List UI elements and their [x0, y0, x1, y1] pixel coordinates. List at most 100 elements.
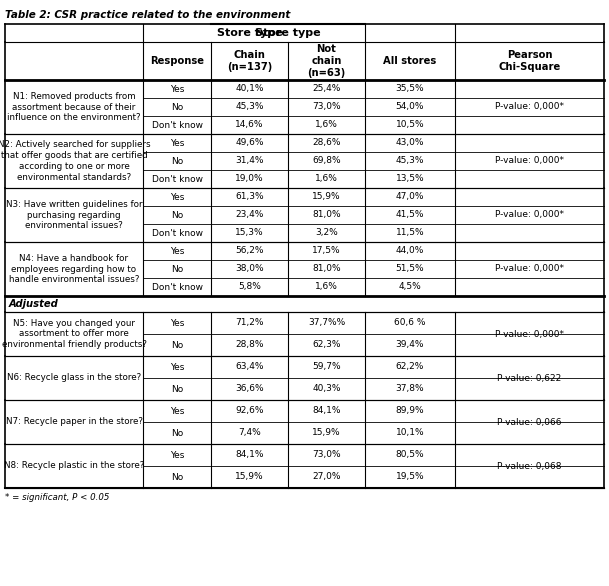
- Text: 10,5%: 10,5%: [396, 121, 424, 130]
- Text: 13,5%: 13,5%: [396, 175, 424, 183]
- Text: No: No: [171, 103, 183, 111]
- Text: 7,4%: 7,4%: [238, 428, 261, 438]
- Text: No: No: [171, 384, 183, 394]
- Text: 60,6 %: 60,6 %: [394, 319, 426, 328]
- Text: 51,5%: 51,5%: [396, 264, 424, 274]
- Text: N5: Have you changed your
assortment to offer more
environmental friendly produc: N5: Have you changed your assortment to …: [1, 319, 147, 349]
- Text: No: No: [171, 156, 183, 165]
- Text: 59,7%: 59,7%: [312, 363, 341, 372]
- Text: 61,3%: 61,3%: [235, 192, 264, 202]
- Text: 1,6%: 1,6%: [315, 175, 338, 183]
- Text: N3: Have written guidelines for
purchasing regarding
environmental issues?: N3: Have written guidelines for purchasi…: [5, 200, 143, 230]
- Text: 37,7%%: 37,7%%: [308, 319, 345, 328]
- Text: Don't know: Don't know: [152, 175, 203, 183]
- Text: 15,9%: 15,9%: [312, 428, 341, 438]
- Text: P-value: 0,000*: P-value: 0,000*: [495, 156, 564, 165]
- Text: No: No: [171, 472, 183, 482]
- Text: P-value: 0,066: P-value: 0,066: [498, 417, 561, 427]
- Text: 1,6%: 1,6%: [315, 282, 338, 291]
- Text: 63,4%: 63,4%: [235, 363, 264, 372]
- Text: 3,2%: 3,2%: [315, 229, 338, 237]
- Text: No: No: [171, 264, 183, 274]
- Text: Response: Response: [150, 56, 204, 66]
- Text: Pearson
Chi-Square: Pearson Chi-Square: [498, 50, 561, 72]
- Text: 25,4%: 25,4%: [312, 84, 340, 94]
- Text: 10,1%: 10,1%: [396, 428, 424, 438]
- Text: No: No: [171, 340, 183, 349]
- Text: P-value: 0,000*: P-value: 0,000*: [495, 264, 564, 274]
- Text: 5,8%: 5,8%: [238, 282, 261, 291]
- Text: Yes: Yes: [170, 84, 184, 94]
- Text: Yes: Yes: [170, 138, 184, 148]
- Text: N8: Recycle plastic in the store?: N8: Recycle plastic in the store?: [4, 462, 144, 471]
- Text: Don't know: Don't know: [152, 229, 203, 237]
- Text: Chain
(n=137): Chain (n=137): [227, 50, 272, 72]
- Text: No: No: [171, 428, 183, 438]
- Text: 44,0%: 44,0%: [396, 247, 424, 255]
- Text: 19,5%: 19,5%: [396, 472, 424, 482]
- Text: Yes: Yes: [170, 247, 184, 255]
- Text: Yes: Yes: [170, 363, 184, 372]
- Text: 89,9%: 89,9%: [396, 407, 424, 415]
- Text: 47,0%: 47,0%: [396, 192, 424, 202]
- Text: N6: Recycle glass in the store?: N6: Recycle glass in the store?: [7, 373, 141, 383]
- Text: 84,1%: 84,1%: [312, 407, 341, 415]
- Text: 73,0%: 73,0%: [312, 103, 341, 111]
- Text: 17,5%: 17,5%: [312, 247, 341, 255]
- Text: 19,0%: 19,0%: [235, 175, 264, 183]
- Text: 45,3%: 45,3%: [235, 103, 264, 111]
- Text: * = significant, P < 0.05: * = significant, P < 0.05: [5, 493, 110, 503]
- Text: Don't know: Don't know: [152, 121, 203, 130]
- Text: 35,5%: 35,5%: [396, 84, 424, 94]
- Text: Table 2: CSR practice related to the environment: Table 2: CSR practice related to the env…: [5, 10, 290, 20]
- Text: P-value: 0,000*: P-value: 0,000*: [495, 210, 564, 220]
- Text: P-value: 0,000*: P-value: 0,000*: [495, 329, 564, 339]
- Text: 39,4%: 39,4%: [396, 340, 424, 349]
- Text: 4,5%: 4,5%: [399, 282, 421, 291]
- Text: Store type: Store type: [217, 28, 283, 38]
- Text: 23,4%: 23,4%: [235, 210, 264, 220]
- Text: 43,0%: 43,0%: [396, 138, 424, 148]
- Text: 49,6%: 49,6%: [235, 138, 264, 148]
- Text: All stores: All stores: [384, 56, 437, 66]
- Text: 37,8%: 37,8%: [396, 384, 424, 394]
- Text: 62,3%: 62,3%: [312, 340, 341, 349]
- Text: 14,6%: 14,6%: [235, 121, 264, 130]
- Text: 40,3%: 40,3%: [312, 384, 341, 394]
- Text: 36,6%: 36,6%: [235, 384, 264, 394]
- Text: 31,4%: 31,4%: [235, 156, 264, 165]
- Text: 38,0%: 38,0%: [235, 264, 264, 274]
- Text: N2: Actively searched for suppliers
that offer goods that are certified
accordin: N2: Actively searched for suppliers that…: [0, 141, 150, 182]
- Text: P-value: 0,068: P-value: 0,068: [498, 462, 561, 471]
- Text: 69,8%: 69,8%: [312, 156, 341, 165]
- Text: P-value: 0,000*: P-value: 0,000*: [495, 103, 564, 111]
- Text: Yes: Yes: [170, 407, 184, 415]
- Text: P-value: 0,622: P-value: 0,622: [498, 373, 561, 383]
- Text: 28,6%: 28,6%: [312, 138, 341, 148]
- Text: 1,6%: 1,6%: [315, 121, 338, 130]
- Text: Yes: Yes: [170, 192, 184, 202]
- Text: 11,5%: 11,5%: [396, 229, 424, 237]
- Text: 62,2%: 62,2%: [396, 363, 424, 372]
- Text: Yes: Yes: [170, 451, 184, 459]
- Text: Don't know: Don't know: [152, 282, 203, 291]
- Text: 84,1%: 84,1%: [235, 451, 264, 459]
- Text: 81,0%: 81,0%: [312, 210, 341, 220]
- Text: 71,2%: 71,2%: [235, 319, 264, 328]
- Text: 56,2%: 56,2%: [235, 247, 264, 255]
- Text: 28,8%: 28,8%: [235, 340, 264, 349]
- Text: No: No: [171, 210, 183, 220]
- Text: 80,5%: 80,5%: [396, 451, 424, 459]
- Text: N1: Removed products from
assortment because of their
influence on the environme: N1: Removed products from assortment bec…: [7, 92, 141, 122]
- Text: 41,5%: 41,5%: [396, 210, 424, 220]
- Text: 40,1%: 40,1%: [235, 84, 264, 94]
- Text: N7: Recycle paper in the store?: N7: Recycle paper in the store?: [5, 417, 143, 427]
- Text: Not
chain
(n=63): Not chain (n=63): [308, 44, 346, 78]
- Text: 27,0%: 27,0%: [312, 472, 341, 482]
- Text: 73,0%: 73,0%: [312, 451, 341, 459]
- Text: 45,3%: 45,3%: [396, 156, 424, 165]
- Text: Store type: Store type: [255, 28, 321, 38]
- Text: 15,9%: 15,9%: [235, 472, 264, 482]
- Text: 92,6%: 92,6%: [235, 407, 264, 415]
- Text: Adjusted: Adjusted: [9, 299, 58, 309]
